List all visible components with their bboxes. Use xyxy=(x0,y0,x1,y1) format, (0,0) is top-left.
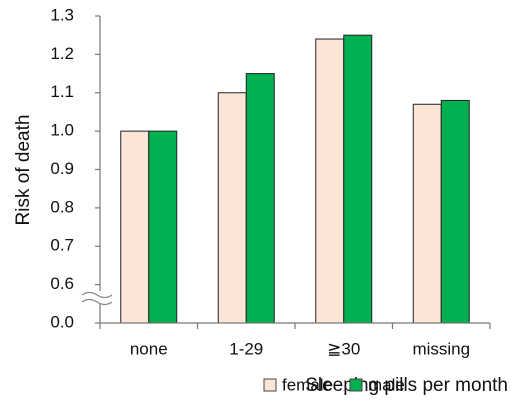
x-tick-label: 1-29 xyxy=(229,339,263,358)
bar xyxy=(148,130,178,324)
y-tick-label: 1.2 xyxy=(50,44,74,63)
y-axis-title: Risk of death xyxy=(13,115,34,226)
y-tick-label: 0.8 xyxy=(50,197,74,216)
axis-break xyxy=(81,291,113,306)
legend-label: male xyxy=(368,375,405,394)
y-tick-label: 0.7 xyxy=(50,236,74,255)
y-tick-label: 0.6 xyxy=(50,274,74,293)
legend-swatch xyxy=(263,378,277,392)
bar xyxy=(343,34,373,324)
bar xyxy=(315,38,345,324)
y-tick-label: 1.0 xyxy=(50,121,74,140)
y-tick-label: 1.1 xyxy=(50,82,74,101)
legend-swatch xyxy=(349,378,363,392)
y-tick-label: 0.0 xyxy=(50,312,74,331)
x-tick-label: missing xyxy=(412,339,470,358)
legend-label: female xyxy=(282,375,333,394)
x-tick-label: none xyxy=(130,339,168,358)
bar xyxy=(217,92,247,324)
bar xyxy=(120,130,150,324)
bar xyxy=(440,99,470,324)
bar xyxy=(245,73,275,324)
y-tick-label: 1.3 xyxy=(50,5,74,24)
x-tick-label: ≧30 xyxy=(327,339,360,358)
y-tick-label: 0.9 xyxy=(50,159,74,178)
bar xyxy=(412,103,442,324)
x-axis-title: Sleeping pills per month xyxy=(305,375,508,396)
